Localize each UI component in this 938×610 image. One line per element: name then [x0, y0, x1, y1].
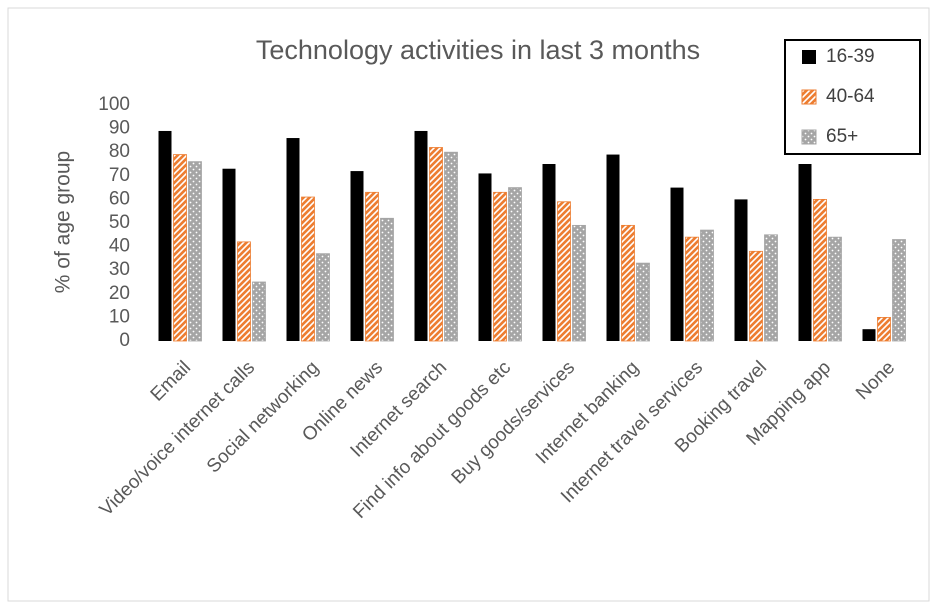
y-tick-label: 20: [109, 283, 130, 304]
chart-title: Technology activities in last 3 months: [256, 35, 700, 65]
bar: [316, 253, 330, 342]
legend-label: 16-39: [826, 46, 875, 67]
bar: [798, 164, 812, 341]
bar: [700, 229, 714, 342]
y-tick-label: 10: [109, 306, 130, 327]
bar: [749, 250, 763, 342]
bar: [301, 196, 315, 342]
y-tick-label: 40: [109, 236, 130, 257]
y-tick-label: 70: [109, 165, 130, 186]
y-axis-title: % of age group: [52, 151, 75, 293]
bar: [572, 224, 586, 342]
legend-swatch: [801, 129, 817, 145]
bar: [252, 281, 266, 342]
bar: [892, 239, 906, 342]
bar: [237, 241, 251, 342]
bar: [636, 262, 650, 342]
bar: [813, 198, 827, 342]
bar: [414, 130, 428, 341]
y-tick-label: 30: [109, 259, 130, 280]
bar: [734, 199, 748, 341]
bar: [621, 224, 635, 342]
y-tick-label: 50: [109, 212, 130, 233]
bar: [557, 201, 571, 342]
bar: [606, 154, 620, 341]
bar: [508, 187, 522, 342]
bar: [828, 236, 842, 342]
bar: [670, 187, 684, 341]
bar: [350, 171, 364, 341]
bar: [764, 234, 778, 342]
bar: [365, 191, 379, 342]
bar: [158, 130, 172, 341]
y-tick-label: 60: [109, 188, 130, 209]
legend-swatch: [802, 50, 816, 64]
bar: [222, 168, 236, 341]
bar: [429, 147, 443, 342]
bar: [173, 154, 187, 342]
bar: [877, 316, 891, 342]
legend-label: 65+: [826, 126, 858, 147]
y-tick-label: 0: [119, 330, 130, 351]
bar: [542, 164, 556, 341]
legend-label: 40-64: [826, 86, 875, 107]
y-tick-label: 80: [109, 141, 130, 162]
y-tick-label: 90: [109, 118, 130, 139]
y-tick-label: 100: [98, 94, 130, 115]
bar: [380, 217, 394, 342]
bar: [188, 161, 202, 342]
bar: [478, 173, 492, 341]
bar: [685, 236, 699, 342]
bar: [286, 138, 300, 341]
legend-swatch: [801, 89, 817, 105]
bar: [493, 191, 507, 342]
bar: [444, 151, 458, 342]
bar: [862, 329, 876, 341]
